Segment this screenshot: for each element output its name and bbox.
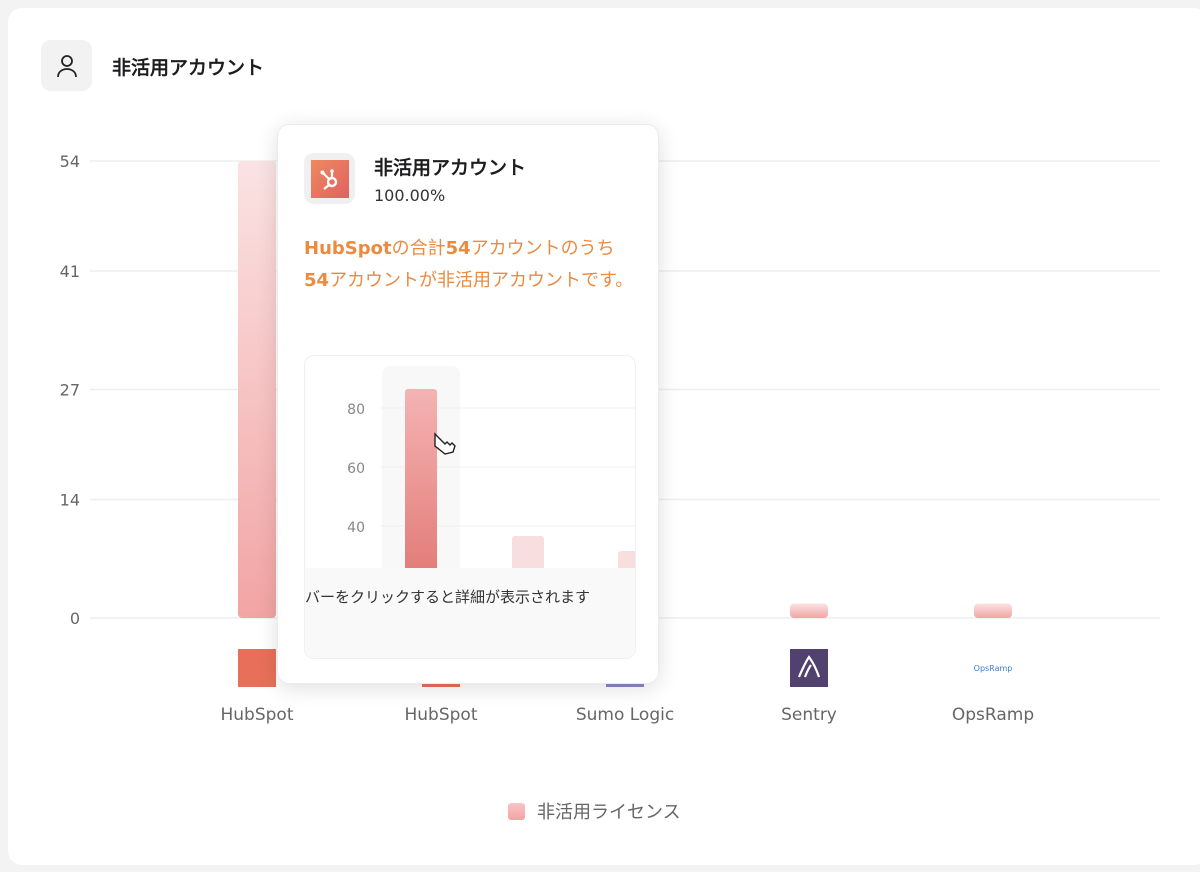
opsramp-logo-icon [974,649,1012,687]
preview-bar [618,551,635,581]
y-tick-label: 54 [60,152,80,171]
x-category-label: Sentry [781,705,837,725]
bar[interactable] [790,603,828,618]
x-category-label: HubSpot [221,705,294,725]
y-tick-label: 0 [70,609,80,628]
tooltip-description: HubSpotの合計54アカウントのうち54アカウントが非活用アカウントです。 [304,233,639,297]
legend-label: 非活用ライセンス [537,802,681,823]
x-category-label: HubSpot [405,705,478,725]
legend[interactable]: 非活用ライセンス [508,798,681,824]
tooltip-title: 非活用アカウント [374,157,527,179]
hubspot-logo-icon [238,649,276,687]
desc-text: アカウントが非活用アカウントです。 [329,270,634,291]
hubspot-logo-icon [304,153,355,204]
y-tick-label: 27 [60,381,80,400]
desc-text: アカウントのうち [470,238,615,259]
desc-text: の合計 [391,238,446,259]
y-tick-label: 41 [60,262,80,281]
desc-app: HubSpot [304,238,392,259]
preview-tick: 60 [347,461,365,477]
tooltip: 非活用アカウント 100.00% HubSpotの合計54アカウントのうち54ア… [277,124,659,684]
hand-cursor-icon [434,432,456,455]
desc-count: 54 [304,270,330,291]
legend-swatch [508,802,525,820]
tooltip-hint: バーをクリックすると詳細が表示されます [305,568,635,658]
desc-total: 54 [445,238,471,259]
x-category-label: Sumo Logic [576,705,674,725]
tooltip-percent: 100.00% [374,186,446,205]
preview-bar [405,389,437,579]
user-icon [41,40,92,91]
bar[interactable] [974,603,1012,618]
card-title: 非活用アカウント [112,57,265,79]
preview-tick: 80 [347,402,365,418]
opsramp-logo-text: OpsRamp [974,664,1013,673]
sentry-glyph [797,655,821,678]
tooltip-preview-image: 80 60 40 バーをクリックすると詳細が表示されます [304,355,636,659]
preview-tick: 40 [347,520,365,536]
preview-bar [512,536,544,576]
x-category-label: OpsRamp [952,705,1034,725]
y-tick-label: 14 [60,491,80,510]
bar[interactable] [238,161,276,618]
